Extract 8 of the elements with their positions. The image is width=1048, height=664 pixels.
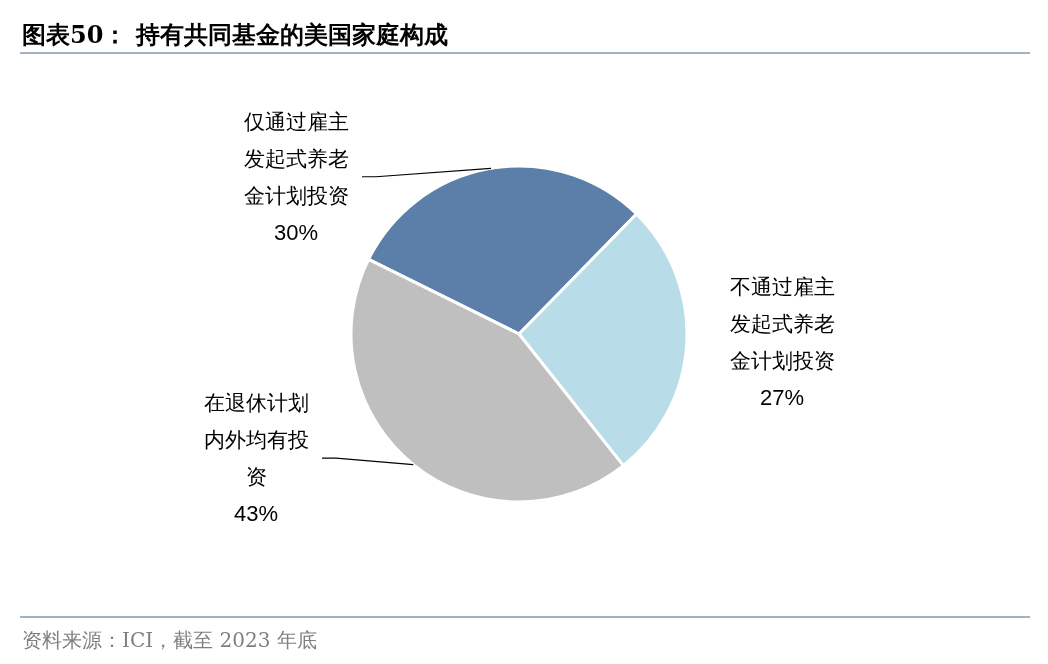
data-label: 43%: [233, 501, 279, 527]
data-label: 30%: [273, 219, 319, 245]
slice-label: 不通过雇主发起式养老金计划投资: [729, 275, 835, 374]
chart-title: 图表50： 持有共同基金的美国家庭构成: [22, 20, 448, 49]
slice-label: 仅通过雇主发起式养老金计划投资: [243, 109, 349, 208]
data-label: 27%: [759, 385, 805, 411]
text: 资料来源：ICI，截至 2023 年底: [22, 628, 317, 652]
slice-label: 在退休计划内外均有投资: [203, 391, 309, 490]
